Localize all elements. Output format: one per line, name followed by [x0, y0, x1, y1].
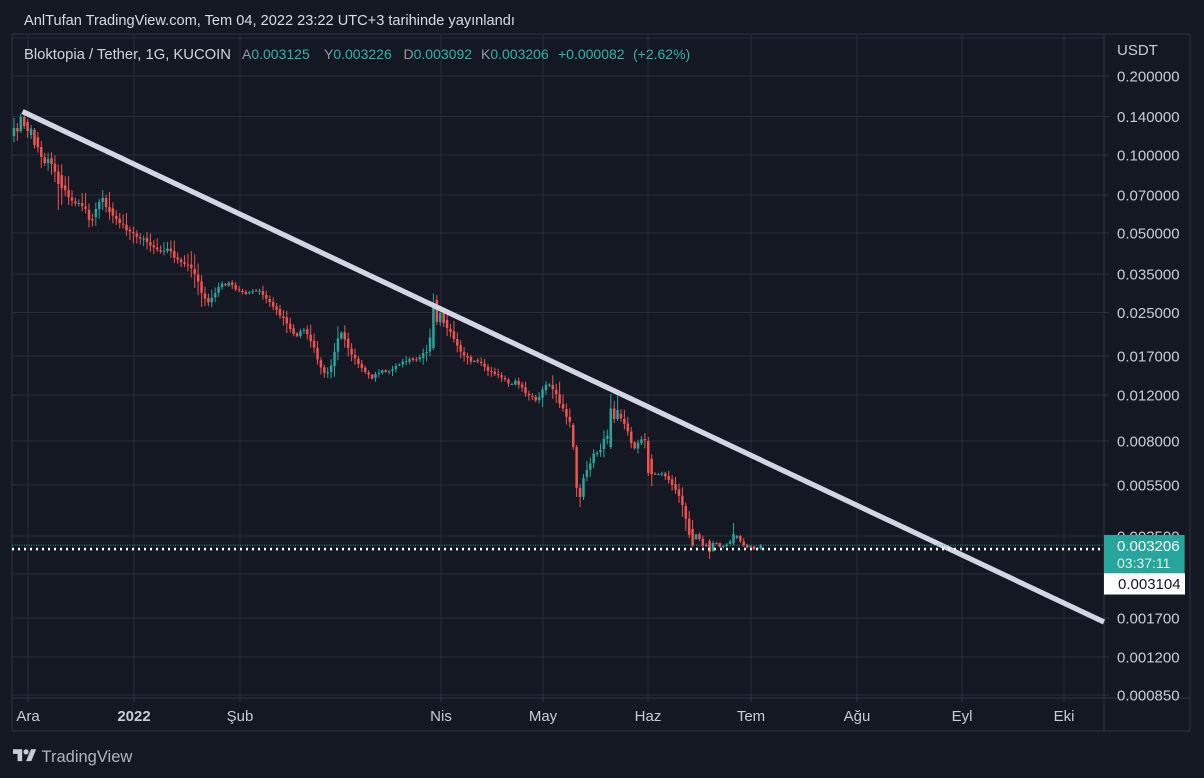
svg-text:D0.003092: D0.003092 [404, 46, 473, 62]
svg-text:May: May [529, 708, 558, 725]
svg-text:0.050000: 0.050000 [1117, 225, 1180, 242]
svg-text:Tem: Tem [737, 708, 765, 725]
svg-text:0.035000: 0.035000 [1117, 266, 1180, 283]
svg-text:+0.000082: +0.000082 [558, 46, 625, 62]
svg-text:Eyl: Eyl [952, 708, 973, 725]
svg-text:Bloktopia / Tether, 1G, KUCOIN: Bloktopia / Tether, 1G, KUCOIN [24, 47, 231, 63]
svg-text:Ağu: Ağu [844, 708, 871, 725]
svg-text:0.140000: 0.140000 [1117, 109, 1180, 126]
svg-text:0.000850: 0.000850 [1117, 687, 1180, 704]
svg-text:0.200000: 0.200000 [1117, 68, 1180, 85]
svg-text:K0.003206: K0.003206 [481, 46, 549, 62]
svg-text:0.005500: 0.005500 [1117, 477, 1180, 494]
svg-text:Ara: Ara [16, 708, 40, 725]
svg-text:TradingView: TradingView [42, 748, 133, 766]
svg-text:2022: 2022 [117, 708, 150, 725]
svg-text:(+2.62%): (+2.62%) [633, 46, 690, 62]
svg-text:USDT: USDT [1117, 42, 1158, 59]
svg-text:A0.003125: A0.003125 [242, 46, 310, 62]
svg-text:0.100000: 0.100000 [1117, 147, 1180, 164]
svg-text:Şub: Şub [227, 708, 254, 725]
svg-text:0.001700: 0.001700 [1117, 610, 1180, 627]
svg-text:Nis: Nis [430, 708, 452, 725]
svg-text:Eki: Eki [1054, 708, 1075, 725]
svg-text:Y0.003226: Y0.003226 [324, 46, 392, 62]
svg-text:0.008000: 0.008000 [1117, 433, 1180, 450]
svg-text:0.017000: 0.017000 [1117, 348, 1180, 365]
svg-text:0.003206: 0.003206 [1117, 538, 1180, 555]
svg-text:0.025000: 0.025000 [1117, 305, 1180, 322]
svg-text:0.001200: 0.001200 [1117, 649, 1180, 666]
svg-text:0.003104: 0.003104 [1118, 576, 1181, 593]
svg-text:03:37:11: 03:37:11 [1117, 555, 1171, 571]
svg-text:Haz: Haz [635, 708, 662, 725]
svg-text:0.012000: 0.012000 [1117, 387, 1180, 404]
svg-text:0.070000: 0.070000 [1117, 187, 1180, 204]
svg-text:AnlTufan TradingView.com, Tem: AnlTufan TradingView.com, Tem 04, 2022 2… [24, 13, 515, 29]
